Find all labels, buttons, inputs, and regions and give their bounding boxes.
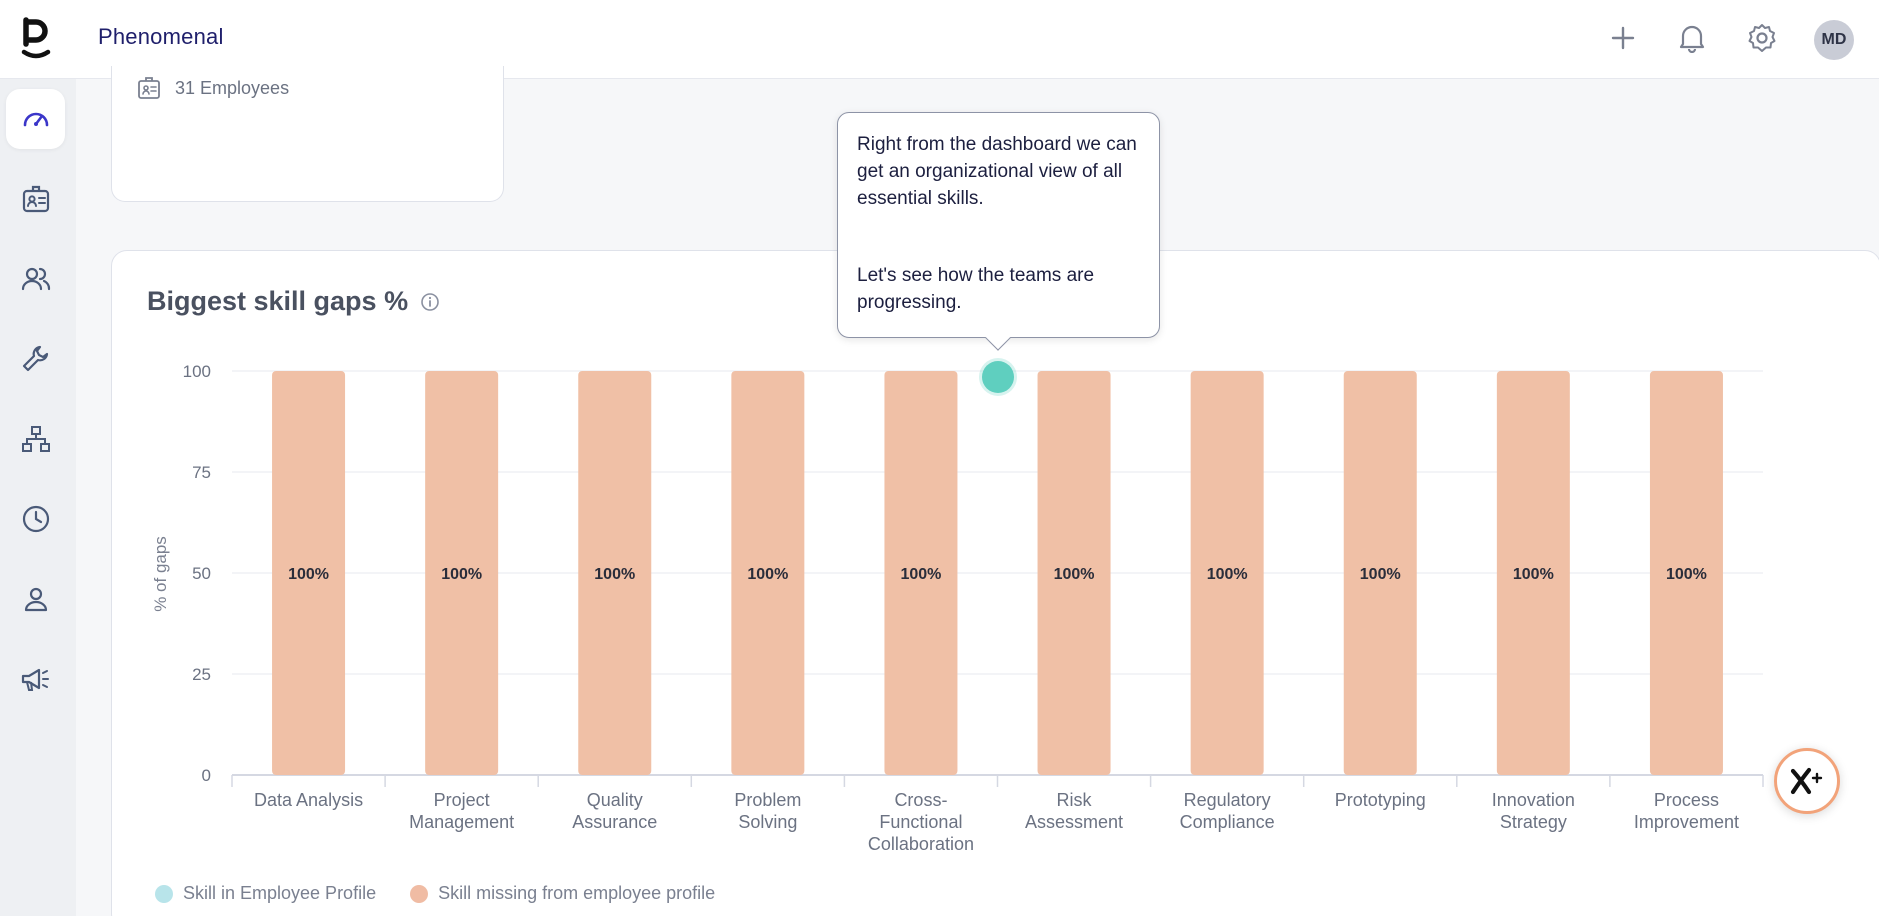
megaphone-icon xyxy=(21,668,49,691)
sidebar xyxy=(0,79,76,916)
legend-dot-in-profile xyxy=(155,884,173,903)
employees-card: 31 Employees xyxy=(111,66,504,202)
user-icon xyxy=(24,587,47,612)
sidebar-item-teams[interactable] xyxy=(6,249,65,309)
wrench-icon xyxy=(22,345,48,372)
employees-count: 31 Employees xyxy=(175,77,290,98)
org-chart-icon xyxy=(21,426,50,452)
avatar[interactable]: MD xyxy=(1814,20,1854,60)
legend-dot-missing xyxy=(410,884,429,903)
users-icon xyxy=(21,267,50,291)
legend-item-missing[interactable]: Skill missing from employee profile xyxy=(410,883,715,904)
legend-item-in-profile[interactable]: Skill in Employee Profile xyxy=(155,883,376,904)
chart-title: Biggest skill gaps % xyxy=(147,286,440,317)
tour-tooltip: Right from the dashboard we can get an o… xyxy=(837,112,1160,338)
id-badge-icon xyxy=(22,185,49,213)
legend-label-missing: Skill missing from employee profile xyxy=(438,883,716,903)
brand-name[interactable]: Phenomenal xyxy=(98,24,224,49)
id-badge-icon xyxy=(138,77,160,99)
chart-legend: Skill in Employee Profile Skill missing … xyxy=(155,883,715,904)
sidebar-item-announcements[interactable] xyxy=(6,649,65,709)
tour-hotspot[interactable] xyxy=(982,361,1014,393)
legend-label-in-profile: Skill in Employee Profile xyxy=(183,883,377,903)
tooltip-text-1: Right from the dashboard we can get an o… xyxy=(857,134,1137,209)
logo-icon[interactable] xyxy=(18,16,54,60)
sidebar-item-dashboard[interactable] xyxy=(6,89,65,149)
assistant-x-icon xyxy=(1790,767,1823,795)
notifications-button[interactable] xyxy=(1672,18,1712,58)
assistant-button[interactable] xyxy=(1774,748,1840,814)
sidebar-item-org-chart[interactable] xyxy=(6,409,65,469)
gear-icon xyxy=(1748,24,1776,52)
sidebar-item-profile[interactable] xyxy=(6,569,65,629)
add-button[interactable] xyxy=(1603,18,1643,58)
settings-button[interactable] xyxy=(1742,18,1782,58)
info-icon[interactable] xyxy=(420,292,440,312)
sidebar-item-skills[interactable] xyxy=(6,329,65,389)
bell-icon xyxy=(1679,25,1705,53)
skill-gaps-card xyxy=(111,250,1879,916)
add-icon xyxy=(1611,26,1635,50)
clock-icon xyxy=(22,505,49,533)
top-bar: Phenomenal MD xyxy=(0,0,1879,79)
tooltip-text-2: Let's see how the teams are progressing. xyxy=(857,265,1095,313)
dashboard-icon xyxy=(23,112,48,127)
sidebar-item-history[interactable] xyxy=(6,489,65,549)
sidebar-item-employees[interactable] xyxy=(6,169,65,229)
chart-title-text: Biggest skill gaps % xyxy=(147,286,409,316)
